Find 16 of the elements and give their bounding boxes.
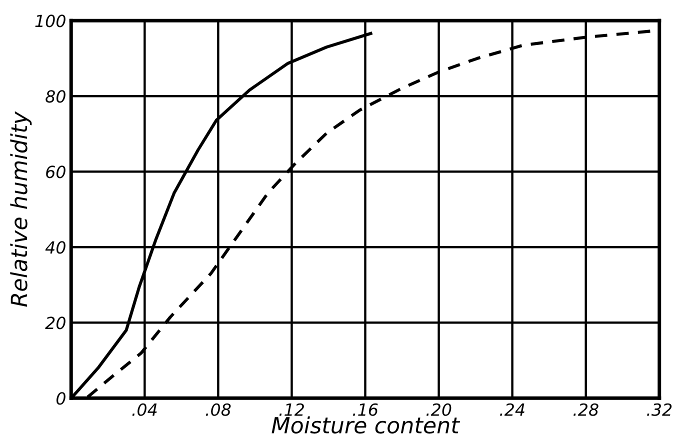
y-tick-label: 40 (45, 241, 66, 254)
x-tick-label: .20 (426, 403, 452, 416)
y-tick-label: 20 (45, 316, 66, 330)
x-tick-label: .12 (279, 403, 304, 416)
y-tick-label: 0 (56, 392, 66, 405)
y-tick-label: 100 (35, 14, 66, 28)
x-tick-label: .16 (352, 403, 378, 416)
y-axis-title: Relative humidity (10, 111, 32, 307)
x-tick-label: .08 (206, 403, 231, 416)
x-tick-label: .28 (574, 403, 598, 416)
y-tick-label: 80 (46, 90, 66, 103)
x-axis-title: Moisture content (272, 416, 460, 434)
x-tick-label: .04 (132, 403, 157, 416)
y-tick-label: 60 (46, 166, 66, 178)
x-tick-label: .32 (647, 403, 672, 416)
x-tick-label: .24 (500, 403, 524, 416)
